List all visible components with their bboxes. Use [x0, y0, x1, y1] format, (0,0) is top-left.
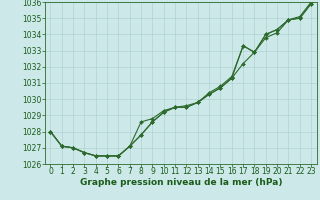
X-axis label: Graphe pression niveau de la mer (hPa): Graphe pression niveau de la mer (hPa): [80, 178, 282, 187]
